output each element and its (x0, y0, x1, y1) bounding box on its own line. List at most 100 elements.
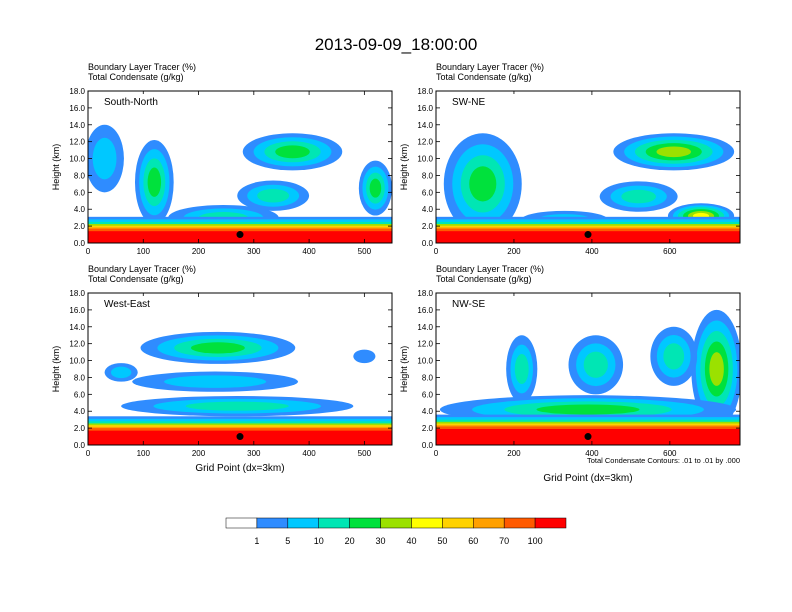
cloud-fill-level-3 (663, 343, 685, 370)
cloud-fill-level-4 (369, 178, 382, 198)
ylabel-nw-se: Height (km) (399, 346, 409, 393)
colorbar-swatch-10 (534, 517, 567, 529)
xtick-label: 400 (302, 449, 316, 458)
cloud-west-east-3 (121, 396, 354, 417)
plot-area-south-north (88, 124, 392, 243)
ytick-label: 16.0 (417, 306, 433, 315)
colorbar-label-10: 10 (314, 536, 324, 546)
ytick-label: 12.0 (417, 138, 433, 147)
frame-south-north (87, 90, 393, 244)
cloud-fill-level-2 (164, 375, 267, 388)
panel-label-bg-south-north (102, 94, 172, 110)
cloud-fill-level-5 (656, 146, 692, 158)
cloud-fill-level-2 (110, 366, 132, 379)
cloud-fill-level-3 (621, 189, 656, 204)
cloud-west-east-4 (353, 349, 376, 364)
ytick-label: 8.0 (74, 373, 86, 382)
header-tracer-sw-ne: Boundary Layer Tracer (%) (436, 62, 544, 72)
colorbar-swatch-7 (442, 517, 474, 529)
cloud-fill-level-3 (583, 351, 608, 378)
colorbar-swatch-1 (256, 517, 289, 529)
cloud-nw-se-3 (650, 326, 698, 386)
xtick-label: 600 (663, 247, 677, 256)
ytick-label: 2.0 (74, 222, 86, 231)
ytick-label: 6.0 (74, 188, 86, 197)
colorbar-label-70: 70 (499, 536, 509, 546)
xtick-label: 100 (137, 449, 151, 458)
panel-sw-ne: Boundary Layer Tracer (%)Total Condensat… (399, 62, 741, 256)
cloud-west-east-1 (132, 371, 299, 392)
xtick-label: 300 (247, 449, 261, 458)
header-condensate-west-east: Total Condensate (g/kg) (88, 274, 184, 284)
frame-west-east (87, 292, 393, 446)
header-tracer-south-north: Boundary Layer Tracer (%) (88, 62, 196, 72)
ytick-label: 2.0 (74, 424, 86, 433)
cloud-fill-level-2 (92, 137, 117, 180)
cloud-fill-level-1 (353, 349, 376, 364)
header-condensate-sw-ne: Total Condensate (g/kg) (436, 72, 532, 82)
ytick-label: 14.0 (417, 323, 433, 332)
colorbar-swatch-5 (380, 517, 412, 529)
colorbar-label-100: 100 (528, 536, 543, 546)
xtick-label: 500 (358, 449, 372, 458)
ytick-label: 0.0 (422, 239, 434, 248)
cloud-south-north-0 (242, 133, 343, 171)
header-condensate-nw-se: Total Condensate (g/kg) (436, 274, 532, 284)
colorbar-swatch-6 (411, 517, 443, 529)
ytick-label: 6.0 (74, 390, 86, 399)
panel-label-sw-ne: SW-NE (452, 97, 485, 108)
ytick-label: 12.0 (417, 340, 433, 349)
colorbar: 1 5 10 20 30 40 50 60 70 100 (225, 517, 567, 546)
ylabel-west-east: Height (km) (51, 346, 61, 393)
ytick-label: 16.0 (69, 104, 85, 113)
colorbar-swatch-9 (503, 517, 536, 529)
contour-note: Total Condensate Contours: .01 to .01 by… (587, 456, 740, 465)
ytick-label: 18.0 (69, 289, 85, 298)
colorbar-swatch-4 (349, 517, 381, 529)
ytick-label: 16.0 (69, 306, 85, 315)
cloud-south-north-4 (358, 160, 392, 216)
colorbar-swatch-0 (225, 517, 258, 529)
cloud-nw-se-0 (691, 309, 740, 429)
ytick-label: 6.0 (422, 188, 434, 197)
xtick-label: 400 (585, 247, 599, 256)
ytick-label: 14.0 (69, 323, 85, 332)
ytick-label: 0.0 (422, 441, 434, 450)
ytick-label: 4.0 (422, 205, 434, 214)
ytick-label: 14.0 (69, 121, 85, 130)
colorbar-label-50: 50 (437, 536, 447, 546)
ytick-label: 18.0 (417, 289, 433, 298)
ytick-label: 12.0 (69, 138, 85, 147)
plot-area-west-east (88, 331, 392, 445)
xtick-label: 0 (86, 247, 91, 256)
cloud-fill-level-3 (185, 401, 289, 411)
cloud-west-east-0 (140, 331, 296, 364)
cloud-fill-level-4 (147, 167, 162, 197)
xtick-label: 100 (137, 247, 151, 256)
plot-area-nw-se (436, 309, 740, 445)
ytick-label: 2.0 (422, 222, 434, 231)
colorbar-swatch-2 (287, 517, 319, 529)
cloud-fill-level-3 (514, 353, 529, 385)
colorbar-label-5: 5 (285, 536, 290, 546)
colorbar-label-30: 30 (376, 536, 386, 546)
frame-nw-se (435, 292, 741, 446)
ytick-label: 16.0 (417, 104, 433, 113)
ytick-label: 4.0 (74, 407, 86, 416)
ytick-label: 0.0 (74, 239, 86, 248)
ytick-label: 8.0 (422, 171, 434, 180)
panel-label-bg-sw-ne (450, 94, 520, 110)
ytick-label: 10.0 (417, 357, 433, 366)
panel-label-bg-west-east (102, 296, 172, 312)
ytick-label: 10.0 (417, 155, 433, 164)
frame-sw-ne (435, 90, 741, 244)
ytick-label: 4.0 (422, 407, 434, 416)
header-tracer-nw-se: Boundary Layer Tracer (%) (436, 264, 544, 274)
ylabel-sw-ne: Height (km) (399, 144, 409, 191)
cloud-fill-level-4 (469, 166, 497, 202)
colorbar-label-60: 60 (468, 536, 478, 546)
colorbar-swatch-3 (318, 517, 350, 529)
ytick-label: 18.0 (69, 87, 85, 96)
ytick-label: 2.0 (422, 424, 434, 433)
